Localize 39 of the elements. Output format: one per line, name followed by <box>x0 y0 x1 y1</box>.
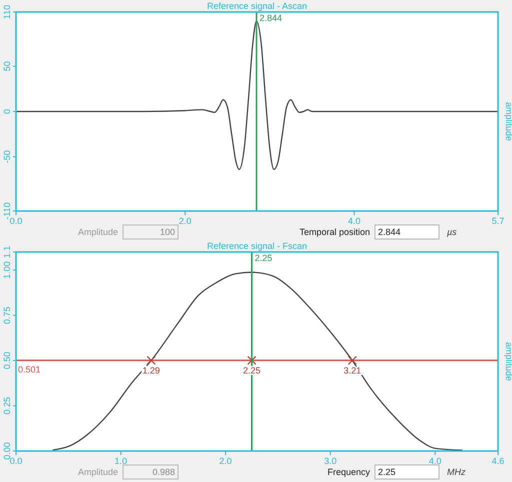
annotation: 1.29 <box>142 365 160 376</box>
x-tick-label: 4.6 <box>492 456 504 466</box>
chart-title: Reference signal - Ascan <box>206 1 308 11</box>
y-tick-label: -50 <box>2 150 12 164</box>
ref-line-label: 0.501 <box>18 364 41 374</box>
text: Amplitude <box>78 467 118 477</box>
y-tick-label: 0.75 <box>2 306 12 324</box>
line-series <box>15 20 499 170</box>
x-tick-label: 3.0 <box>324 456 337 466</box>
y-tick-label: 1.1 <box>2 246 12 258</box>
text: 2.844 <box>378 227 401 237</box>
y-tick-label: 0 <box>2 108 12 114</box>
x-tick-label: 0.0 <box>10 456 22 466</box>
y-tick-label: 0.50 <box>2 352 12 370</box>
ref-line-label: 2.25 <box>254 253 272 263</box>
text: 2.25 <box>378 467 396 477</box>
y-tick-label: 110 <box>2 4 12 20</box>
x-tick-label: 0.0 <box>10 216 22 226</box>
text: 100 <box>160 227 175 237</box>
x-tick-label: 2.0 <box>178 216 192 226</box>
text: Frequency <box>327 467 370 477</box>
y-tick-label: -110 <box>2 202 12 220</box>
x-tick-label: 5.7 <box>492 216 504 226</box>
line-series <box>52 272 463 451</box>
text: MHz <box>447 467 466 477</box>
y-tick-label: 1.00 <box>2 261 12 279</box>
x-tick-label: 2.0 <box>219 456 232 466</box>
text: µs <box>447 227 458 237</box>
chart-title: Reference signal - Fscan <box>206 241 308 251</box>
y-tick-label: 0.00 <box>2 442 12 460</box>
text: 0.988 <box>152 467 175 477</box>
x-tick-label: 4.0 <box>428 456 442 466</box>
text: Amplitude <box>78 227 118 237</box>
y-tick-label: 0.25 <box>2 397 12 415</box>
ref-line-label: 2.844 <box>259 13 282 23</box>
text: Temporal position <box>299 227 370 237</box>
x-tick-label: 4.0 <box>348 216 361 226</box>
y-tick-label: 50 <box>2 61 12 72</box>
x-tick-label: 1.0 <box>114 456 128 466</box>
